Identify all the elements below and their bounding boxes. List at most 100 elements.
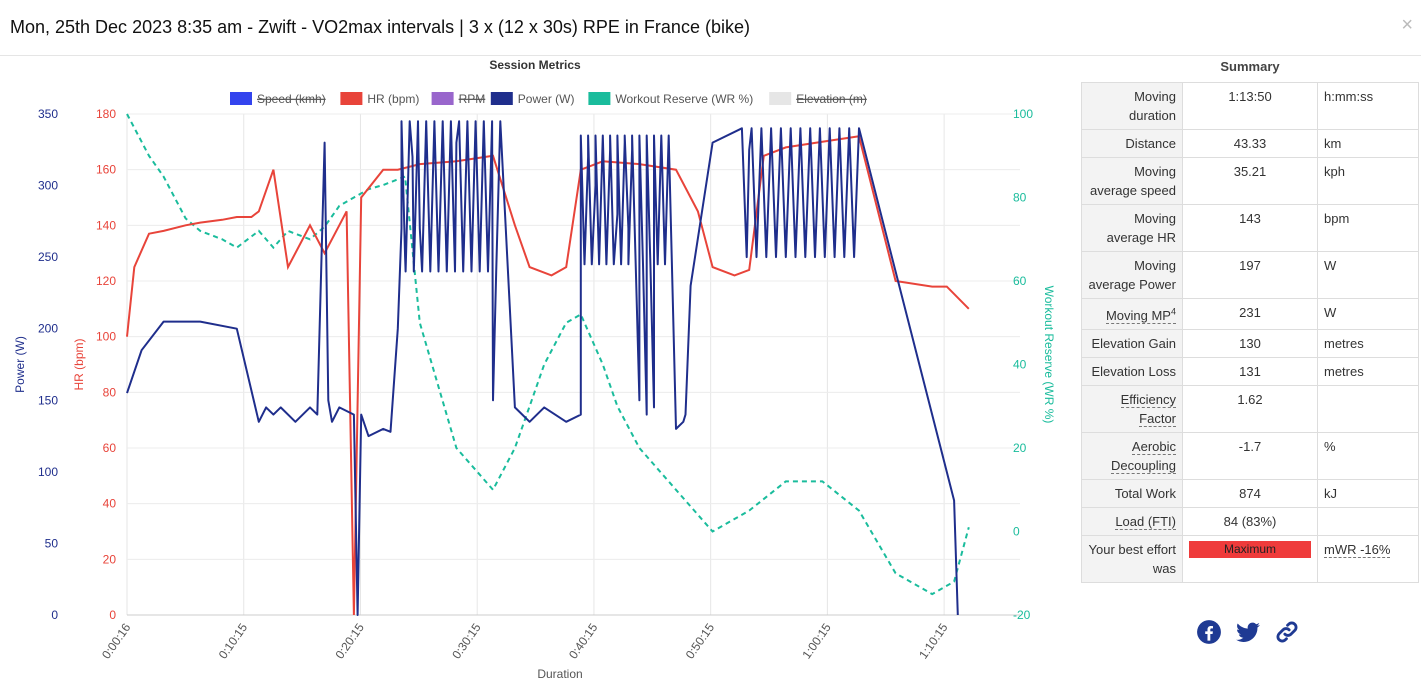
summary-unit: h:mm:ss — [1317, 82, 1419, 130]
legend-swatch — [431, 92, 454, 105]
summary-label: Moving duration — [1081, 82, 1183, 130]
legend-item[interactable]: RPM — [431, 92, 486, 106]
legend-item[interactable]: Workout Reserve (WR %) — [588, 92, 753, 106]
wr-axis-label: Workout Reserve (WR %) — [1042, 286, 1056, 424]
wr-tick-label: 20 — [1013, 441, 1027, 455]
summary-row: Load (FTI) 84 (83%) — [1081, 507, 1419, 537]
legend-item[interactable]: Speed (kmh) — [230, 92, 326, 106]
legend-item[interactable]: Power (W) — [490, 92, 575, 106]
summary-value: 197 — [1182, 251, 1318, 299]
wr-tick-label: 40 — [1013, 358, 1027, 372]
summary-row: Efficiency Factor 1.62 — [1081, 385, 1419, 434]
legend-swatch — [769, 92, 792, 105]
x-axis-label: Duration — [537, 667, 582, 678]
summary-unit: bpm — [1317, 204, 1419, 252]
summary-unit: W — [1317, 251, 1419, 299]
power-tick-label: 0 — [51, 608, 58, 622]
summary-unit: % — [1317, 432, 1419, 481]
session-metrics-chart: Session Metrics Speed (kmh) HR (bpm) RPM Pow… — [13, 58, 1056, 678]
summary-value: 131 — [1182, 357, 1318, 387]
hr-tick-label: 80 — [103, 385, 117, 399]
summary-unit: kph — [1317, 157, 1419, 205]
summary-value: 231 — [1182, 297, 1318, 331]
wr-tick-label: -20 — [1013, 608, 1031, 622]
power-tick-label: 150 — [38, 393, 58, 407]
x-tick-label: 0:30:15 — [449, 620, 484, 661]
summary-value: 84 (83%) — [1182, 507, 1318, 537]
summary-value: 130 — [1182, 329, 1318, 359]
hr-tick-label: 180 — [96, 107, 116, 121]
summary-unit: km — [1317, 129, 1419, 158]
power-tick-label: 100 — [38, 465, 58, 479]
summary-row: Moving average Power 197 W — [1081, 251, 1419, 299]
summary-label: Elevation Loss — [1081, 357, 1183, 387]
x-tick-label: 0:00:16 — [99, 620, 134, 661]
x-tick-label: 0:20:15 — [332, 620, 367, 661]
hr-tick-label: 0 — [109, 608, 116, 622]
summary-unit: mWR -16% — [1317, 535, 1419, 584]
summary-label: Moving average HR — [1081, 204, 1183, 252]
x-tick-label: 1:10:15 — [916, 620, 951, 661]
hr-tick-label: 40 — [103, 497, 117, 511]
summary-value: -1.7 — [1182, 432, 1318, 481]
twitter-icon[interactable] — [1235, 619, 1261, 645]
summary-label: Moving average speed — [1081, 157, 1183, 205]
summary-value: 143 — [1182, 204, 1318, 252]
summary-title: Summary — [1220, 59, 1280, 74]
modal-header: Mon, 25th Dec 2023 8:35 am - Zwift - VO2… — [0, 0, 1421, 56]
summary-row: Your best effort was Maximum mWR -16% — [1081, 535, 1419, 584]
summary-row: Moving average speed 35.21 kph — [1081, 157, 1419, 205]
legend-label: HR (bpm) — [367, 92, 419, 106]
legend-swatch — [490, 92, 513, 105]
summary-value: 1:13:50 — [1182, 82, 1318, 130]
legend-label: Speed (kmh) — [257, 92, 326, 106]
summary-label: Moving average Power — [1081, 251, 1183, 299]
summary-row: Total Work 874 kJ — [1081, 479, 1419, 509]
summary-unit: W — [1317, 297, 1419, 331]
wr-series-line — [126, 113, 970, 596]
summary-value: 1.62 — [1182, 385, 1318, 434]
legend-item[interactable]: Elevation (m) — [769, 92, 867, 106]
summary-table: Moving duration 1:13:50 h:mm:ss Distance 43.… — [1081, 82, 1419, 584]
activity-title: Mon, 25th Dec 2023 8:35 am - Zwift - VO2… — [10, 17, 750, 37]
hr-tick-label: 140 — [96, 218, 116, 232]
close-icon[interactable]: × — [1401, 14, 1413, 36]
power-tick-label: 50 — [45, 536, 59, 550]
summary-row: Elevation Gain 130 metres — [1081, 329, 1419, 359]
summary-unit — [1317, 507, 1419, 537]
power-axis-label: Power (W) — [13, 336, 27, 393]
summary-label: Elevation Gain — [1081, 329, 1183, 359]
x-tick-label: 0:40:15 — [566, 620, 601, 661]
legend-label: RPM — [459, 92, 486, 106]
legend-swatch — [230, 92, 252, 105]
x-tick-label: 0:50:15 — [683, 620, 718, 661]
power-series-line — [126, 120, 959, 616]
share-links — [1196, 619, 1306, 649]
summary-label: Moving MP4 — [1081, 297, 1183, 331]
hr-tick-label: 60 — [103, 441, 117, 455]
link-icon[interactable] — [1274, 619, 1300, 645]
summary-value: 874 — [1182, 479, 1318, 509]
wr-tick-label: 0 — [1013, 525, 1020, 539]
power-tick-label: 300 — [38, 179, 58, 193]
legend-label: Elevation (m) — [796, 92, 867, 106]
legend-label: Power (W) — [518, 92, 575, 106]
summary-label: Aerobic Decoupling — [1081, 432, 1183, 481]
hr-axis-label: HR (bpm) — [72, 338, 86, 390]
summary-row: Elevation Loss 131 metres — [1081, 357, 1419, 387]
summary-unit: metres — [1317, 357, 1419, 387]
summary-row: Aerobic Decoupling -1.7% — [1081, 432, 1419, 481]
power-tick-label: 350 — [38, 107, 58, 121]
legend-label: Workout Reserve (WR %) — [615, 92, 753, 106]
hr-tick-label: 100 — [96, 330, 116, 344]
summary-unit — [1317, 385, 1419, 434]
summary-label: Total Work — [1081, 479, 1183, 509]
summary-unit: kJ — [1317, 479, 1419, 509]
legend-item[interactable]: HR (bpm) — [340, 92, 419, 106]
hr-tick-label: 160 — [96, 163, 116, 177]
facebook-icon[interactable] — [1196, 619, 1222, 645]
x-tick-label: 0:10:15 — [216, 620, 251, 661]
summary-label: Load (FTI) — [1081, 507, 1183, 537]
wr-tick-label: 60 — [1013, 274, 1027, 288]
summary-unit: metres — [1317, 329, 1419, 359]
